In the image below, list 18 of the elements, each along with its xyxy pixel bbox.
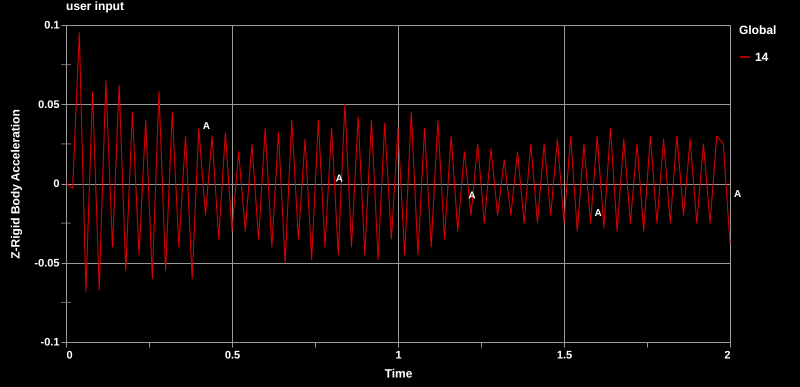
y-tick-label: 0: [53, 178, 60, 190]
x-tick-label: 0: [66, 350, 73, 362]
y-tick-label: -0.1: [40, 336, 60, 348]
annotation: A: [734, 189, 742, 200]
chart-title: user input: [66, 0, 124, 13]
y-axis-title: Z-Rigid Body Acceleration: [8, 109, 22, 259]
x-tick-label: 2: [724, 350, 730, 362]
annotation: A: [202, 120, 210, 132]
x-tick-label: 1: [395, 350, 402, 362]
y-tick-label: -0.05: [34, 257, 60, 270]
y-tick-label: 0.05: [38, 98, 60, 111]
x-tick-label: 0.5: [224, 350, 240, 362]
x-axis-title: Time: [384, 366, 413, 380]
y-tick-label: 0.1: [44, 20, 60, 32]
legend-label: 14: [755, 50, 769, 64]
annotation: A: [594, 208, 602, 220]
x-tick-label: 1.5: [556, 350, 572, 362]
legend-title: Global: [739, 23, 776, 37]
